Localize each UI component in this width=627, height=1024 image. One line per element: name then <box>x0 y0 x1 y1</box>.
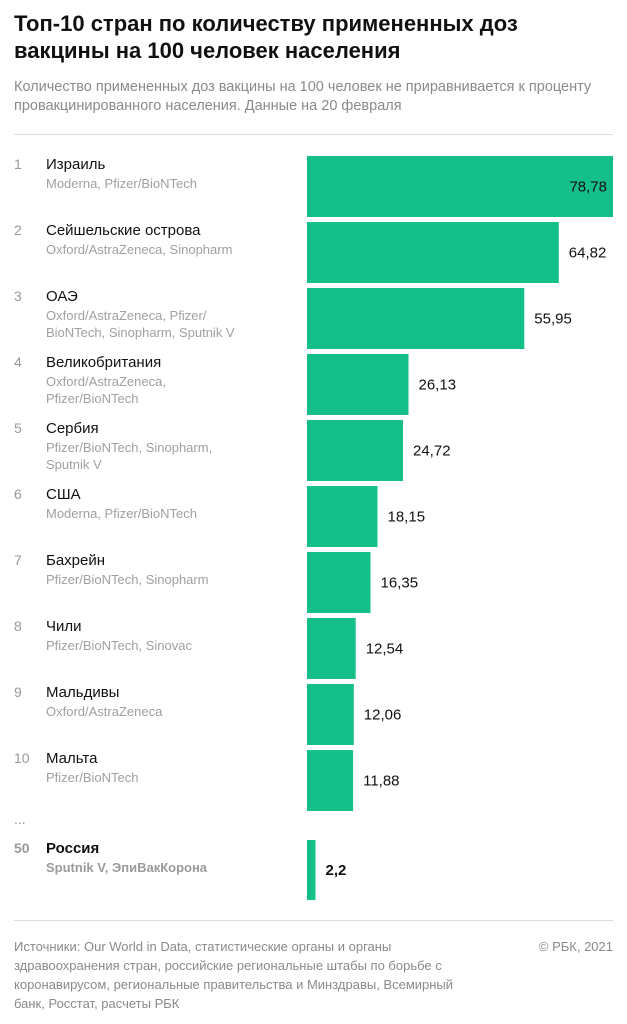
bar <box>307 750 354 811</box>
vaccine-label: Moderna, Pfizer/BioNTech <box>46 506 197 521</box>
rank-label: 2 <box>14 222 22 238</box>
vaccine-label: Moderna, Pfizer/BioNTech <box>46 176 197 191</box>
sources-note: Источники: Our World in Data, статистиче… <box>14 939 454 1011</box>
vaccine-label: Oxford/AstraZeneca <box>46 704 163 719</box>
copyright: © РБК, 2021 <box>538 939 613 954</box>
vaccine-label: Oxford/AstraZeneca, Sinopharm <box>46 242 232 257</box>
value-label: 12,54 <box>366 641 404 658</box>
value-label: 18,15 <box>388 509 426 526</box>
value-label: 78,78 <box>569 179 607 196</box>
bar <box>307 222 559 283</box>
country-label: Чили <box>46 618 82 635</box>
vaccine-label: Sputnik V, ЭпиВакКорона <box>46 860 208 875</box>
chart-title: Топ-10 стран по количеству примененных д… <box>14 11 518 63</box>
bar <box>307 354 409 415</box>
value-label: 64,82 <box>569 245 607 262</box>
bar <box>307 288 525 349</box>
value-label: 24,72 <box>413 443 451 460</box>
rank-label: 5 <box>14 420 22 436</box>
rank-label: 50 <box>14 840 30 856</box>
bar <box>307 420 403 481</box>
vaccine-label: Pfizer/BioNTech <box>46 391 138 406</box>
value-label: 12,06 <box>364 707 402 724</box>
value-label: 55,95 <box>534 311 572 328</box>
rank-label: 4 <box>14 354 22 370</box>
bar <box>307 684 354 745</box>
rank-label: 10 <box>14 750 30 766</box>
rank-label: 7 <box>14 552 22 568</box>
country-label: ОАЭ <box>46 288 78 305</box>
country-label: Бахрейн <box>46 552 105 569</box>
vaccine-label: BioNTech, Sinopharm, Sputnik V <box>46 325 235 340</box>
value-label: 2,2 <box>326 862 347 879</box>
rank-label: 9 <box>14 684 22 700</box>
ellipsis: ... <box>14 811 26 827</box>
country-label: США <box>46 486 81 503</box>
vaccine-label: Sputnik V <box>46 457 102 472</box>
bar <box>307 486 378 547</box>
rank-label: 8 <box>14 618 22 634</box>
vaccine-label: Pfizer/BioNTech <box>46 770 138 785</box>
country-label: Сербия <box>46 420 99 437</box>
bottom-divider <box>14 920 613 921</box>
value-label: 16,35 <box>381 575 419 592</box>
bar <box>307 552 371 613</box>
country-label: Мальта <box>46 750 98 767</box>
vaccine-label: Pfizer/BioNTech, Sinopharm <box>46 572 209 587</box>
chart-subtitle: Количество примененных доз вакцины на 10… <box>14 79 592 114</box>
vaccine-label: Pfizer/BioNTech, Sinopharm, <box>46 440 212 455</box>
country-label: Сейшельские острова <box>46 222 201 239</box>
vaccine-label: Oxford/AstraZeneca, <box>46 374 166 389</box>
bar <box>307 156 613 217</box>
rank-label: 3 <box>14 288 22 304</box>
top-divider <box>14 134 613 135</box>
country-label: Мальдивы <box>46 684 119 701</box>
value-label: 11,88 <box>363 773 399 790</box>
country-label: Россия <box>46 840 99 857</box>
country-label: Великобритания <box>46 354 161 371</box>
rank-label: 6 <box>14 486 22 502</box>
value-label: 26,13 <box>419 377 457 394</box>
bar <box>307 618 356 679</box>
rank-label: 1 <box>14 156 22 172</box>
vaccine-label: Oxford/AstraZeneca, Pfizer/ <box>46 308 207 323</box>
vaccine-label: Pfizer/BioNTech, Sinovac <box>46 638 192 653</box>
country-label: Израиль <box>46 156 105 173</box>
bar <box>307 840 316 900</box>
